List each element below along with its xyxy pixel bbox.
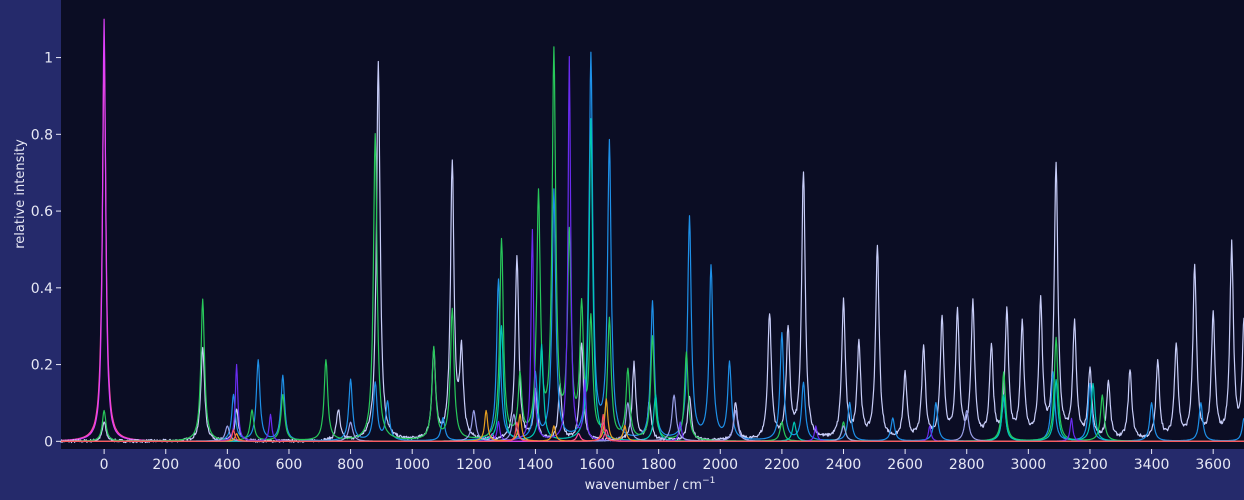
x-tick-label: 2800 <box>949 457 985 473</box>
series-layer <box>60 18 1244 444</box>
x-axis-title: wavenumber / cm−1 <box>585 476 716 493</box>
y-axis-title: relative intensity <box>13 139 28 249</box>
spectrum-series-5 <box>61 46 1244 442</box>
y-tick-label: 0.2 <box>31 358 53 374</box>
x-tick-label: 1000 <box>394 457 430 473</box>
y-axis-ticks: 0 0.2 0.4 0.6 0.8 1 <box>31 51 61 450</box>
x-tick-label: 1200 <box>456 457 492 473</box>
y-tick-label: 1 <box>44 51 53 67</box>
y-tick-label: 0 <box>44 434 53 450</box>
x-tick-label: 3400 <box>1134 457 1170 473</box>
x-tick-label: 1600 <box>579 457 615 473</box>
x-tick-label: 1400 <box>518 457 554 473</box>
x-tick-label: 800 <box>337 457 364 473</box>
x-tick-label: 400 <box>214 457 241 473</box>
y-tick-label: 0.4 <box>31 281 53 297</box>
x-tick-label: 2200 <box>764 457 800 473</box>
spectrum-series-4 <box>61 51 1244 442</box>
x-tick-label: 2400 <box>826 457 862 473</box>
x-tick-label: 3000 <box>1011 457 1047 473</box>
x-tick-label: 1800 <box>641 457 677 473</box>
x-tick-label: 3600 <box>1195 457 1231 473</box>
plot-area <box>61 0 1244 449</box>
x-axis-ticks: 0 200 400 600 800 1000 1200 1400 1600 1800 2000 220… <box>100 449 1231 473</box>
spectrum-series-10 <box>61 413 1244 442</box>
x-axis-title-superscript: −1 <box>702 476 715 486</box>
x-tick-label: 0 <box>100 457 109 473</box>
x-tick-label: 600 <box>276 457 303 473</box>
y-tick-label: 0.8 <box>31 127 53 143</box>
x-axis-title-text: wavenumber / cm <box>585 478 702 493</box>
x-tick-label: 3200 <box>1072 457 1108 473</box>
x-tick-label: 200 <box>152 457 179 473</box>
x-tick-label: 2600 <box>887 457 923 473</box>
x-tick-label: 2000 <box>702 457 738 473</box>
y-tick-label: 0.6 <box>31 204 53 220</box>
